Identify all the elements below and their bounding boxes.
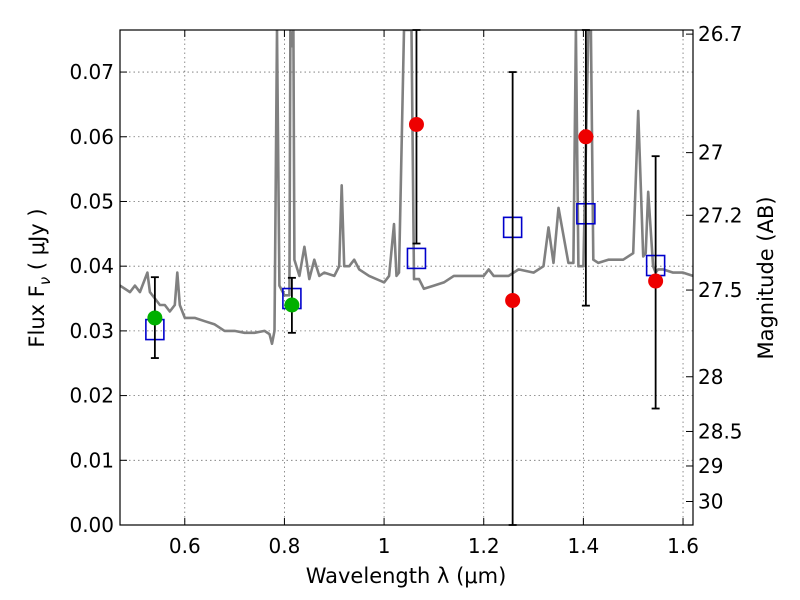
axis-ticks: 0.6 0.8 1 1.2 1.4 1.6 0.00 0.01 0.02 0.03 0.04 0.05… [69, 22, 742, 558]
y-axis-label-subscript: ν [36, 277, 54, 285]
magnitude-tick-label: 26.7 [698, 22, 743, 46]
red-data-point [578, 129, 594, 145]
x-tick-label: 1.4 [567, 534, 599, 558]
magnitude-tick-label: 27.2 [698, 203, 743, 227]
y-tick-label: 0.05 [69, 189, 114, 213]
y-tick-label: 0.06 [69, 125, 114, 149]
error-bars [147, 29, 664, 526]
x-tick-label: 1 [378, 534, 391, 558]
x-tick-label: 0.8 [269, 534, 301, 558]
grid-lines [120, 30, 693, 526]
y-axis-label: Flux Fν ( μJy ) [25, 208, 54, 347]
x-tick-label: 1.2 [468, 534, 500, 558]
magnitude-tick-label: 28 [698, 365, 723, 389]
magnitude-tick-label: 27.5 [698, 278, 743, 302]
green-data-point [147, 310, 163, 326]
y-tick-label: 0.03 [69, 319, 114, 343]
y-tick-label: 0.01 [69, 448, 114, 472]
x-tick-label: 0.6 [169, 534, 201, 558]
plot-frame [119, 29, 694, 526]
y-tick-label: 0.07 [69, 60, 114, 84]
red-data-point [408, 116, 424, 132]
y-tick-label: 0.04 [69, 254, 114, 278]
model-photometry-square [406, 247, 427, 270]
red-data-point [505, 292, 521, 308]
magnitude-tick-label: 29 [698, 454, 723, 478]
y-axis-label-main: Flux F [25, 285, 49, 347]
magnitude-tick-label: 30 [698, 490, 723, 514]
red-data-point [648, 273, 664, 289]
magnitude-tick-label: 27 [698, 141, 723, 165]
x-tick-label: 1.6 [667, 534, 699, 558]
magnitude-tick-label: 28.5 [698, 419, 743, 443]
model-spectrum-line [120, 30, 693, 346]
y-tick-label: 0.02 [69, 384, 114, 408]
y-tick-label: 0.00 [69, 513, 114, 537]
y-axis-label-unit: ( μJy ) [25, 208, 49, 276]
magnitude-axis-label: Magnitude (AB) [754, 196, 778, 359]
green-data-point [284, 297, 300, 313]
x-axis-label: Wavelength λ (μm) [306, 564, 507, 588]
